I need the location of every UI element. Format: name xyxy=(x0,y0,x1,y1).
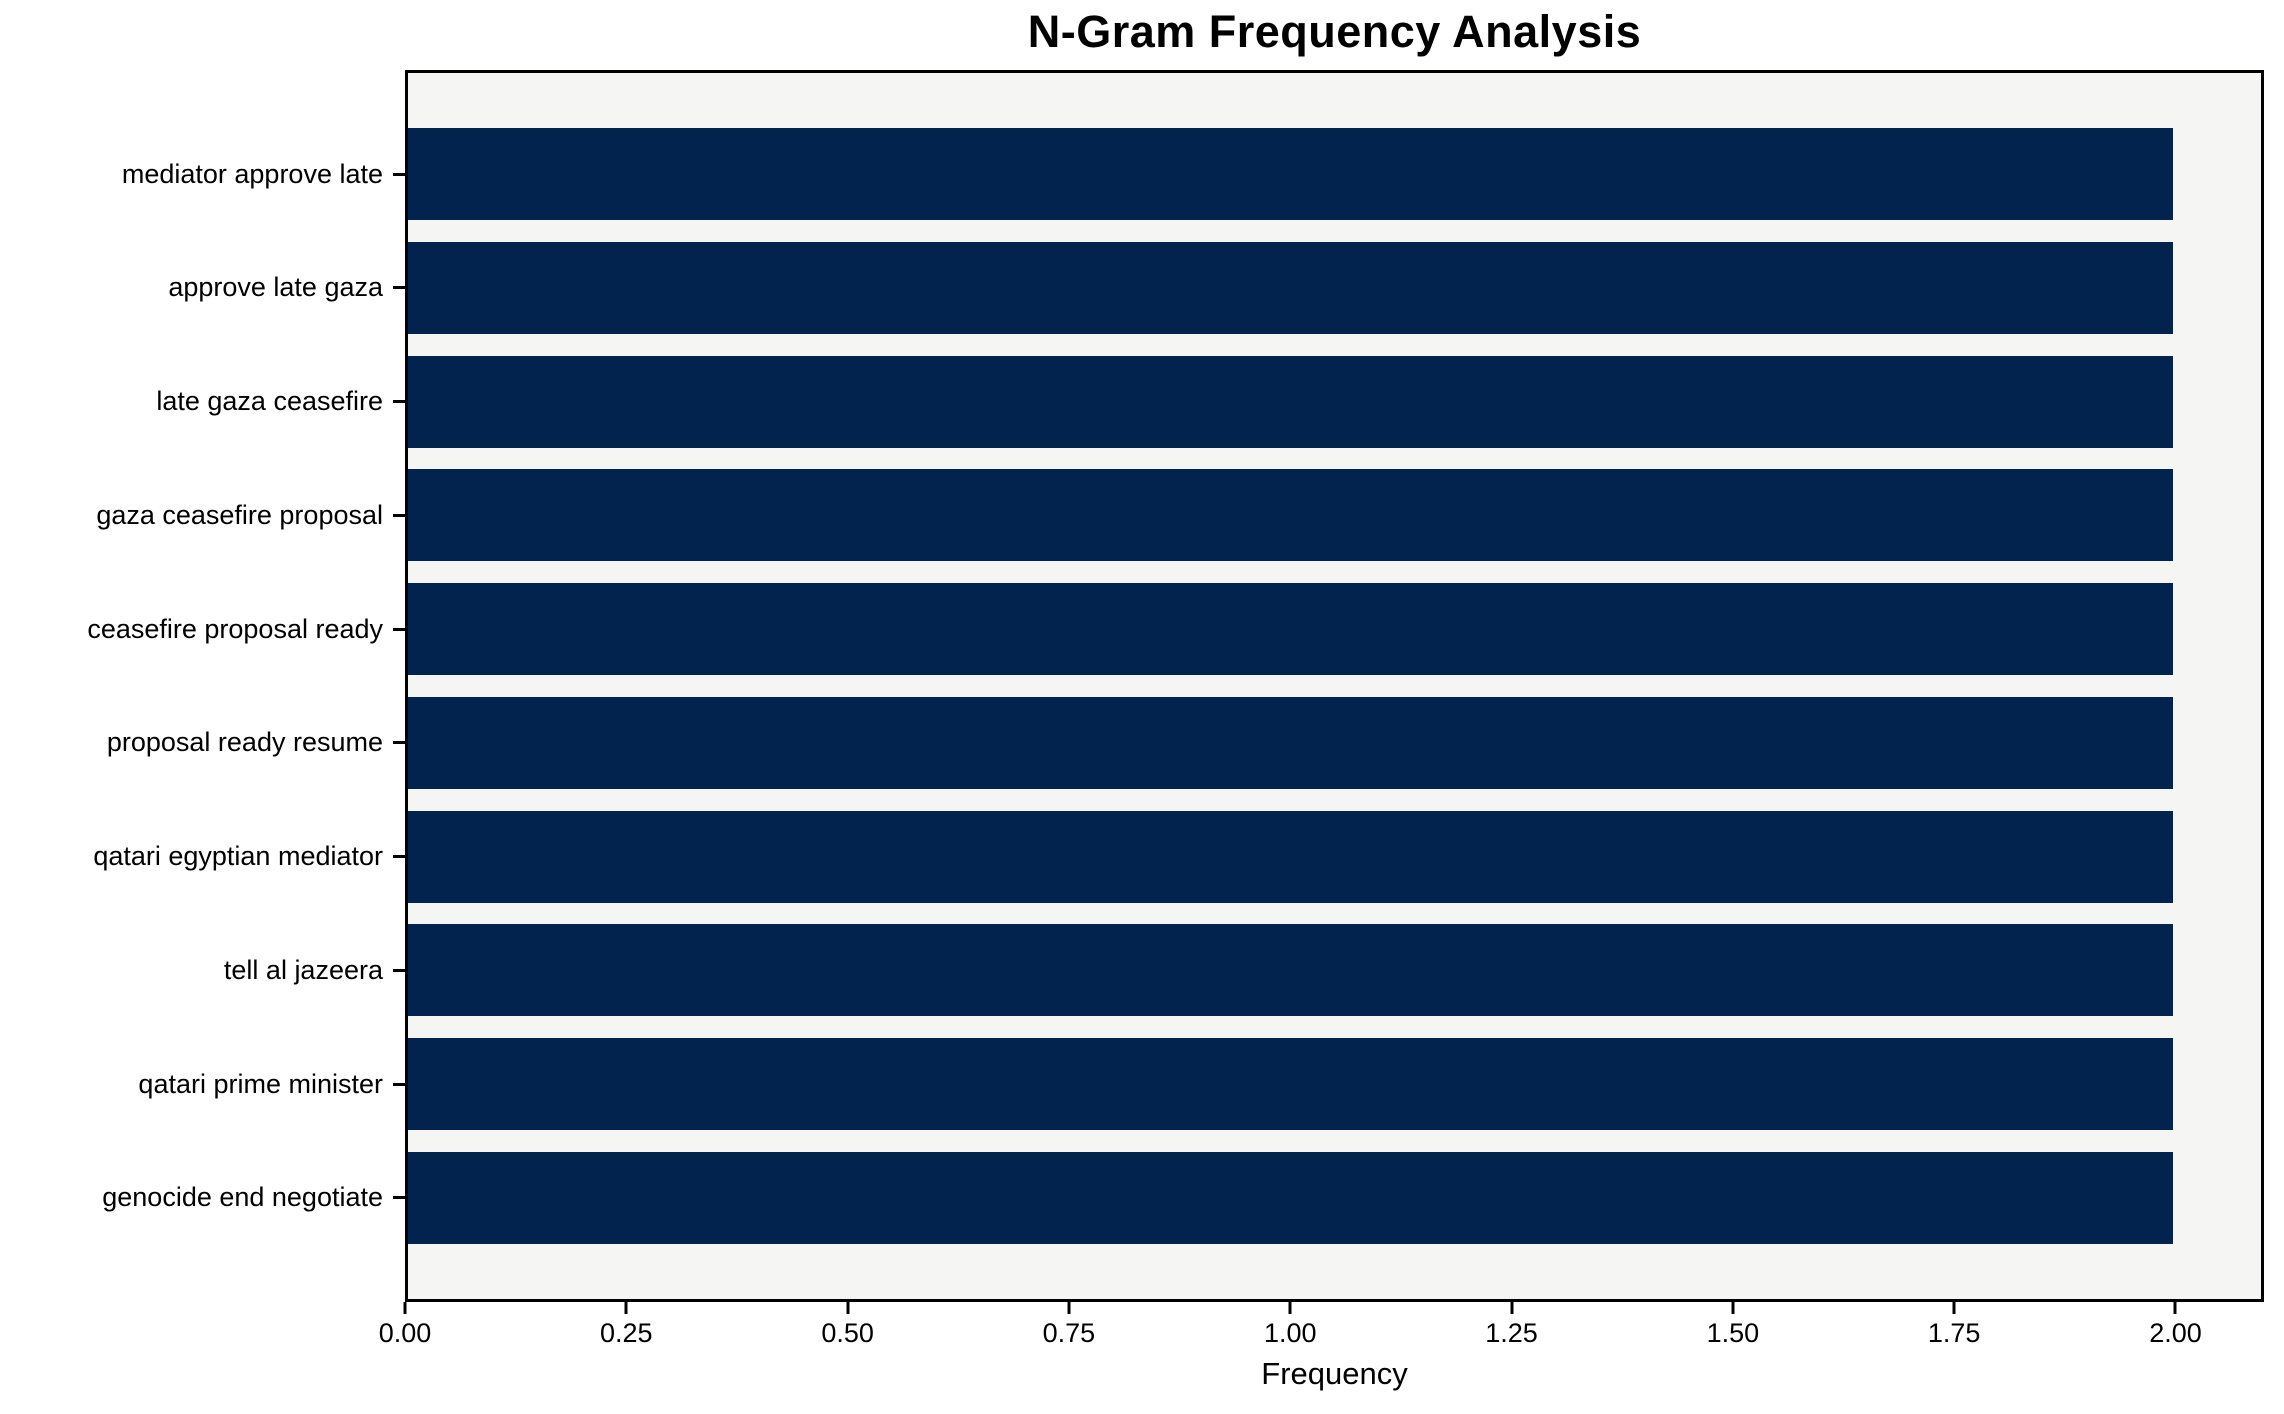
y-axis-row: approve late gaza xyxy=(0,242,405,334)
bar-row xyxy=(408,1151,2261,1244)
bar xyxy=(408,1038,2173,1131)
y-tick-mark xyxy=(393,855,405,859)
y-axis-row: ceasefire proposal ready xyxy=(0,583,405,675)
x-tick-mark xyxy=(1731,1302,1735,1314)
x-tick-label: 1.75 xyxy=(1927,1318,1981,1348)
bar xyxy=(408,469,2173,562)
y-tick-label: tell al jazeera xyxy=(223,954,383,985)
x-tick-label: 0.00 xyxy=(378,1318,432,1348)
y-axis-row: mediator approve late xyxy=(0,128,405,220)
y-axis-row: qatari egyptian mediator xyxy=(0,811,405,903)
y-axis-row: gaza ceasefire proposal xyxy=(0,469,405,561)
y-axis-row: genocide end negotiate xyxy=(0,1152,405,1244)
bar xyxy=(408,1151,2173,1244)
bar-row xyxy=(408,355,2261,448)
y-tick-mark xyxy=(393,968,405,972)
y-tick-label: proposal ready resume xyxy=(106,727,383,758)
chart-title: N-Gram Frequency Analysis xyxy=(1027,6,1642,57)
x-axis: 0.00 0.25 0.50 0.75 1.00 1.25 1.50 1.75 2.00 xyxy=(379,1302,2264,1372)
x-tick-mark xyxy=(2173,1302,2177,1314)
y-tick-mark xyxy=(393,513,405,517)
x-tick-mark xyxy=(1952,1302,1956,1314)
x-tick-label: 0.25 xyxy=(600,1318,653,1348)
bar-row xyxy=(408,810,2261,903)
bar xyxy=(408,696,2173,789)
bar xyxy=(408,810,2173,903)
bar-row xyxy=(408,1038,2261,1131)
x-tick-mark xyxy=(624,1302,628,1314)
x-tick-label: 1.00 xyxy=(1263,1318,1317,1348)
bars-container xyxy=(408,73,2261,1299)
bar-row xyxy=(408,583,2261,676)
bar-row xyxy=(408,696,2261,789)
x-tick-mark xyxy=(1288,1302,1292,1314)
plot-area xyxy=(405,70,2264,1302)
x-tick-mark xyxy=(846,1302,850,1314)
bar xyxy=(408,924,2173,1017)
y-axis-row: qatari prime minister xyxy=(0,1038,405,1130)
y-tick-mark xyxy=(393,1082,405,1086)
y-tick-mark xyxy=(393,627,405,631)
y-tick-label: qatari prime minister xyxy=(138,1068,383,1099)
x-tick-mark xyxy=(403,1302,407,1314)
y-tick-label: approve late gaza xyxy=(168,272,383,303)
x-tick-mark xyxy=(1067,1302,1071,1314)
x-tick-mark xyxy=(1510,1302,1514,1314)
x-tick-label: 1.25 xyxy=(1485,1318,1538,1348)
y-tick-mark xyxy=(393,400,405,404)
bar xyxy=(408,355,2173,448)
y-tick-label: genocide end negotiate xyxy=(102,1182,383,1213)
bar-row xyxy=(408,469,2261,562)
y-tick-label: gaza ceasefire proposal xyxy=(96,499,383,530)
x-axis-title: Frequency xyxy=(1261,1356,1408,1391)
x-tick-label: 2.00 xyxy=(2149,1318,2202,1348)
y-tick-label: ceasefire proposal ready xyxy=(87,613,383,644)
bar xyxy=(408,128,2173,220)
y-axis-row: proposal ready resume xyxy=(0,697,405,789)
y-tick-mark xyxy=(393,1196,405,1200)
y-tick-label: qatari egyptian mediator xyxy=(93,841,383,872)
bar-row xyxy=(408,128,2261,220)
y-tick-mark xyxy=(393,172,405,176)
y-axis: mediator approve late approve late gaza la… xyxy=(0,70,405,1302)
x-tick-label: 0.50 xyxy=(821,1318,874,1348)
x-tick-label: 0.75 xyxy=(1042,1318,1096,1348)
y-axis-row: tell al jazeera xyxy=(0,924,405,1016)
bar-row xyxy=(408,924,2261,1017)
y-tick-label: late gaza ceasefire xyxy=(156,386,383,417)
y-tick-mark xyxy=(393,741,405,745)
y-tick-mark xyxy=(393,286,405,290)
y-axis-row: late gaza ceasefire xyxy=(0,356,405,448)
bar xyxy=(408,241,2173,334)
x-tick-label: 1.50 xyxy=(1706,1318,1760,1348)
bar xyxy=(408,583,2173,676)
y-tick-label: mediator approve late xyxy=(121,158,383,189)
bar-row xyxy=(408,241,2261,334)
